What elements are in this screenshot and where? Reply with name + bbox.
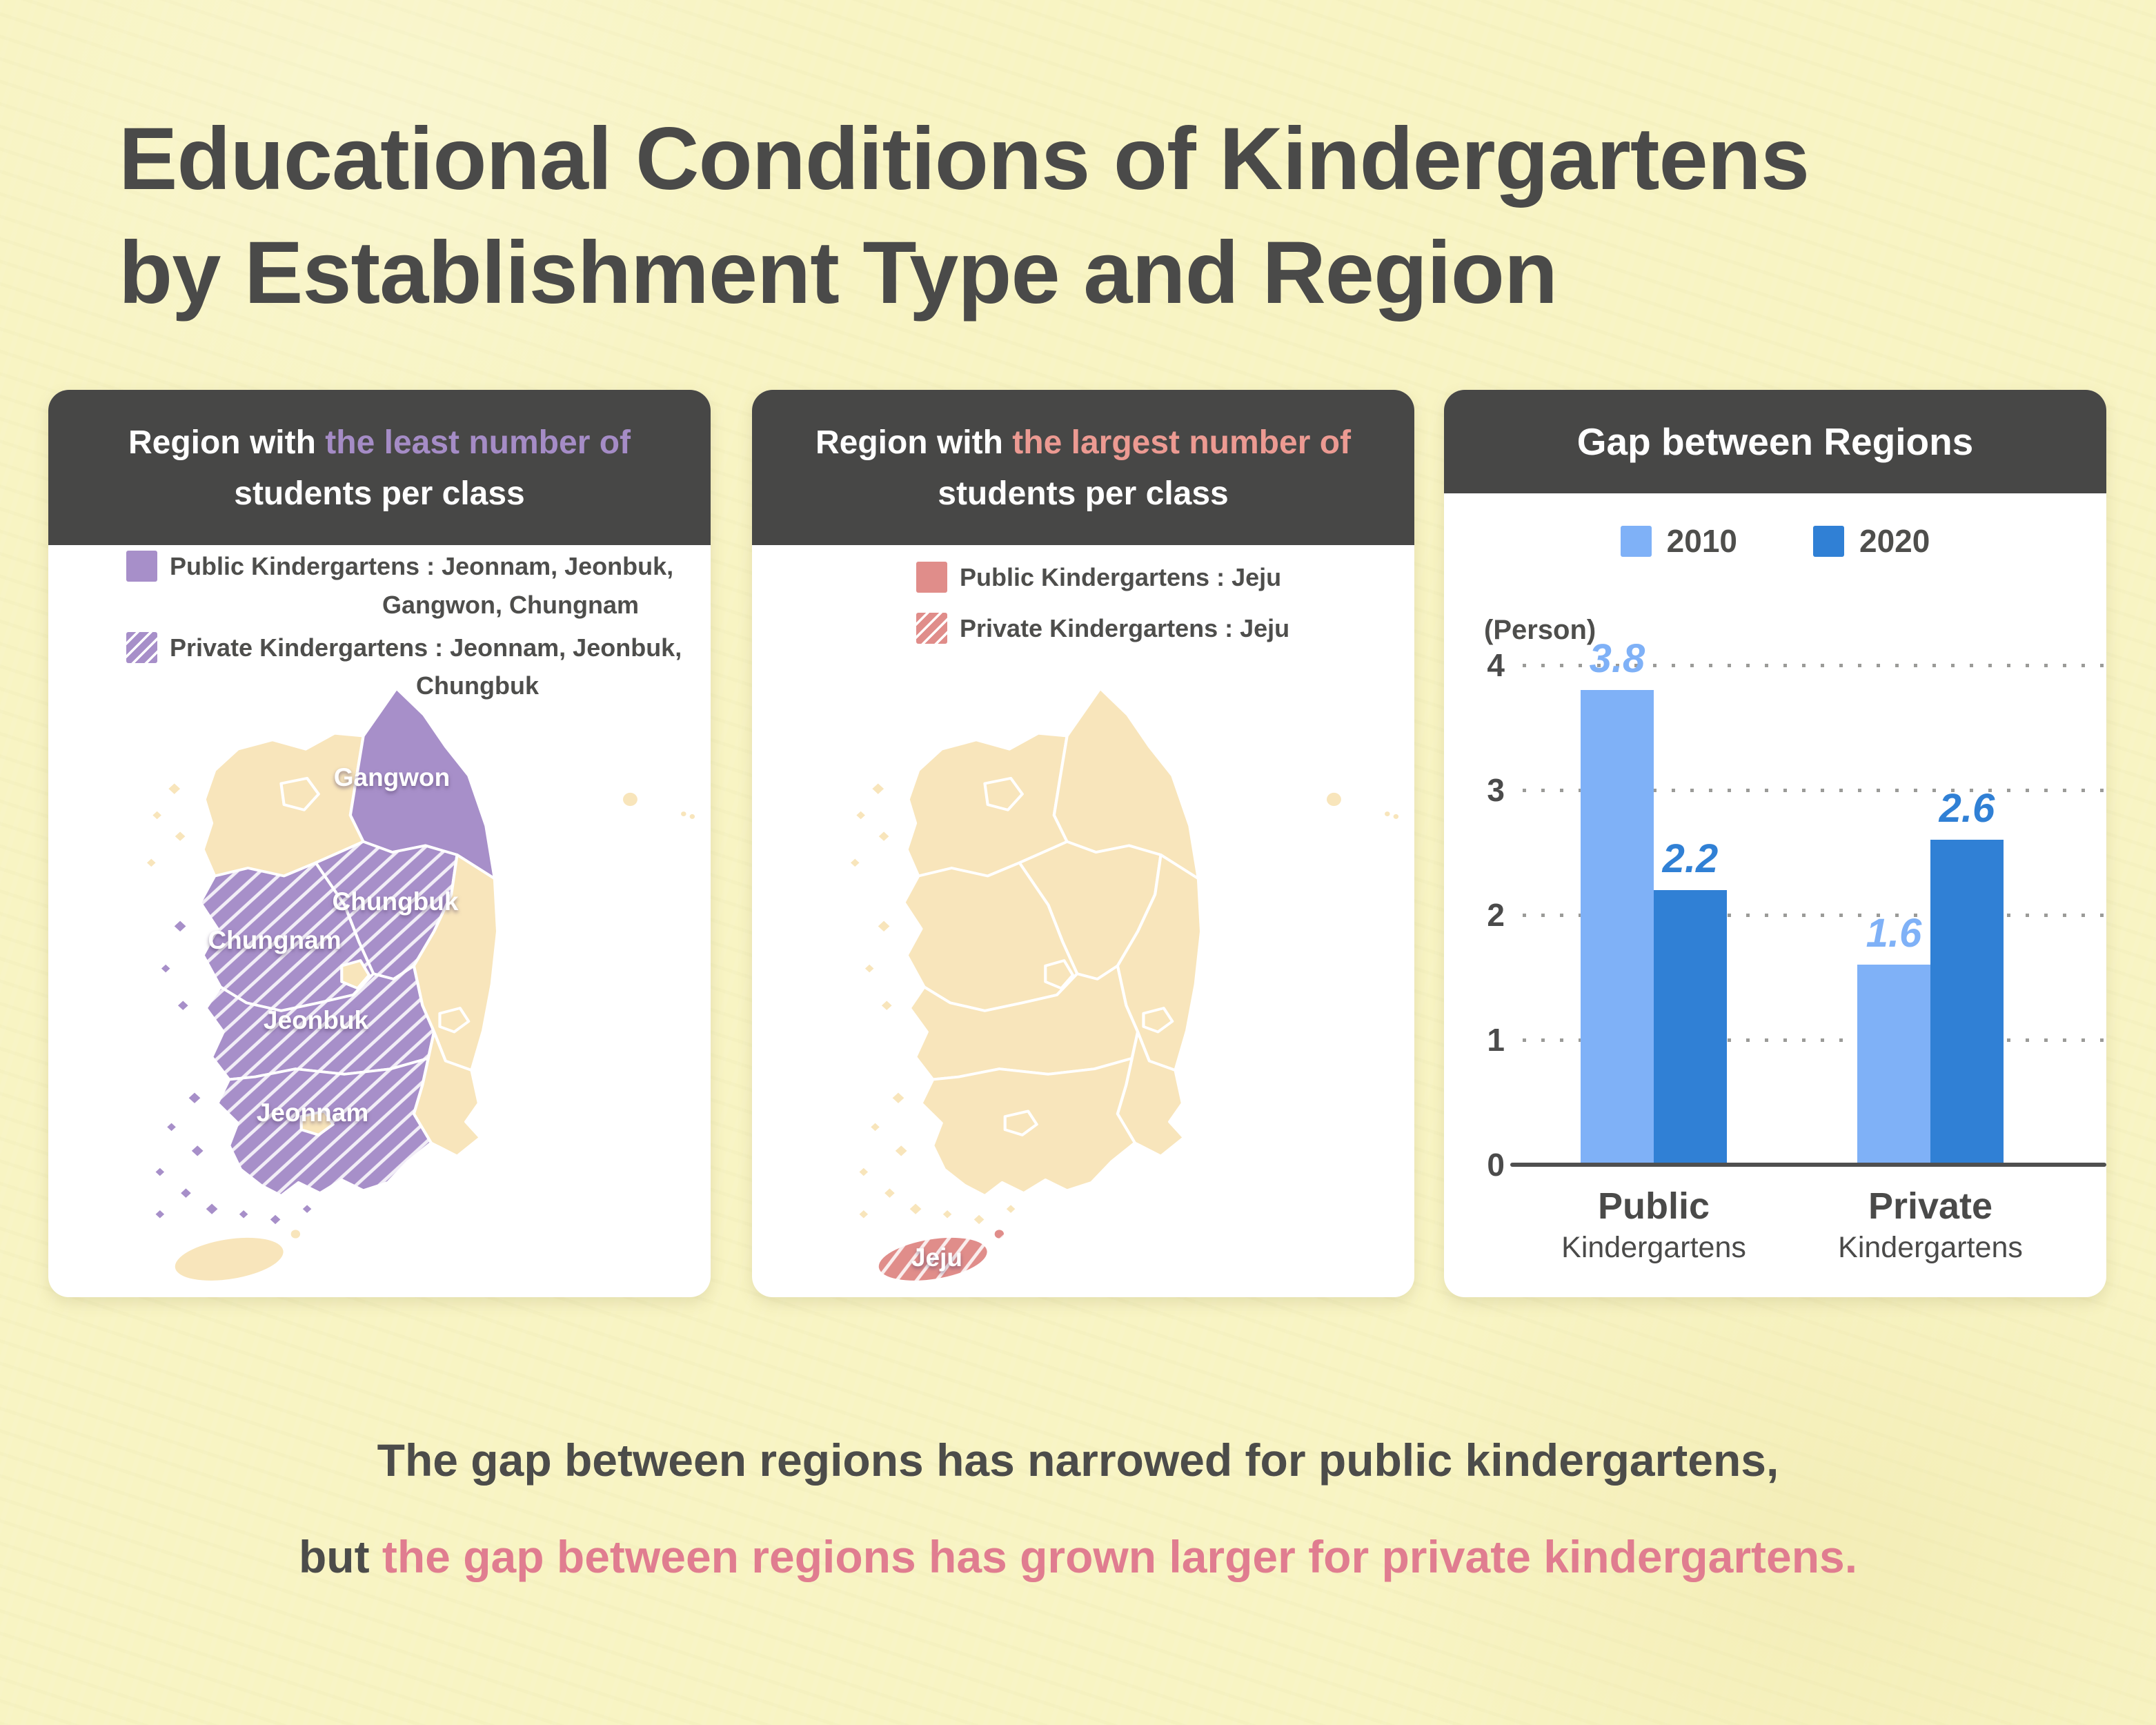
- legend-private-line1: Private Kindergartens : Jeonnam, Jeonbuk…: [170, 633, 682, 662]
- y-tick-1: 1: [1487, 1022, 1505, 1058]
- category-label-public: Public: [1597, 1185, 1710, 1227]
- gridline-4: [1523, 664, 2106, 667]
- chart-legend-label-2010: 2010: [1666, 523, 1737, 559]
- panel1-header: Region with the least number of students…: [48, 390, 711, 545]
- island-dokdo: [1393, 814, 1399, 819]
- bar-value-2010-private: 1.6: [1866, 911, 1922, 956]
- y-axis-unit-label: (Person): [1484, 615, 1596, 645]
- pink-solid-swatch: [916, 562, 947, 593]
- y-tick-4: 4: [1487, 647, 1505, 683]
- chart-legend: 2010 2020: [1444, 522, 2106, 560]
- chart-plot: 3.8 2.2 Public Kindergartens 1.6 2.6 Private Ki…: [1520, 636, 2106, 1264]
- panel3-header: Gap between Regions: [1444, 390, 2106, 493]
- panel2-header-highlight: the largest number of: [1012, 424, 1352, 461]
- caption-line2: but the gap between regions has grown la…: [0, 1530, 2156, 1583]
- region-gwangju: [299, 1110, 335, 1136]
- panel2-header-line2: students per class: [938, 475, 1229, 513]
- region-jeju: [878, 1237, 987, 1281]
- region-daegu: [1142, 1007, 1174, 1034]
- panel-gap-chart: Gap between Regions 2010 2020 (Person) 3…: [1444, 390, 2106, 1297]
- legend-public-line2: Gangwon, Chungnam: [382, 590, 639, 619]
- region-daejeon: [1044, 959, 1075, 990]
- panel-largest-students: Region with the largest number of studen…: [752, 390, 1414, 1297]
- legend-item-public-jeju: Public Kindergartens : Jeju: [752, 558, 1414, 597]
- caption-line1: The gap between regions has narrowed for…: [377, 1435, 1779, 1486]
- island-udo: [994, 1230, 1005, 1239]
- korea-map-least: [68, 667, 702, 1288]
- bar-value-2020-public: 2.2: [1662, 836, 1719, 881]
- islands-west-chungnam: [864, 920, 892, 1010]
- region-seoul: [983, 776, 1024, 811]
- island-udo: [290, 1230, 301, 1239]
- page-title: Educational Conditions of Kindergartens …: [119, 102, 1810, 330]
- region-gwangju: [1003, 1110, 1038, 1136]
- island-ulleungdo: [623, 792, 637, 807]
- panel1-header-highlight: the least number of: [325, 424, 631, 461]
- panel2-legend: Public Kindergartens : Jeju Private Kind…: [752, 558, 1414, 660]
- chart-legend-label-2020: 2020: [1859, 523, 1930, 559]
- map-largest-students: Jeju: [771, 667, 1406, 1288]
- page-title-line1: Educational Conditions of Kindergartens: [119, 110, 1810, 208]
- legend-public-jeju-text: Public Kindergartens : Jeju: [960, 563, 1282, 591]
- y-tick-0: 0: [1487, 1147, 1505, 1183]
- bar-2010-private: [1857, 965, 1930, 1165]
- legend-private-text: Private Kindergartens : Jeonnam, Jeonbuk…: [170, 629, 682, 706]
- island-dokdo: [1385, 811, 1390, 816]
- bar-2010-public: [1581, 690, 1654, 1165]
- panel1-header-line2: students per class: [234, 475, 525, 513]
- panel2-header: Region with the largest number of studen…: [752, 390, 1414, 545]
- islands-west-gyeonggi: [851, 783, 889, 867]
- caption-line2-prefix: but: [298, 1531, 382, 1582]
- islands-west-chungnam: [161, 920, 188, 1010]
- legend-public-text: Public Kindergartens : Jeonnam, Jeonbuk,…: [170, 547, 673, 624]
- island-ulleungdo: [1327, 792, 1341, 807]
- category-sublabel-private: Kindergartens: [1838, 1231, 2023, 1264]
- caption-line2-highlight: the gap between regions has grown larger…: [382, 1531, 1858, 1582]
- bar-value-2010-public: 3.8: [1589, 636, 1645, 682]
- island-dokdo: [689, 814, 695, 819]
- panel2-header-line1: Region with the largest number of: [752, 417, 1414, 469]
- region-daegu: [438, 1007, 471, 1034]
- region-jeju: [175, 1237, 284, 1281]
- legend-private-line2: Chungbuk: [416, 671, 539, 700]
- gridline-2: [1523, 914, 2106, 917]
- korea-map-svg: [851, 687, 1399, 1281]
- region-daejeon: [340, 959, 371, 990]
- bar-2020-private: [1930, 840, 2004, 1165]
- y-tick-2: 2: [1487, 897, 1505, 933]
- korea-map-svg: [147, 687, 695, 1281]
- category-sublabel-public: Kindergartens: [1561, 1231, 1746, 1264]
- purple-solid-swatch: [126, 551, 157, 582]
- legend-private-jeju-text: Private Kindergartens : Jeju: [960, 613, 1290, 642]
- bar-2020-public: [1654, 889, 1727, 1165]
- panel2-header-prefix: Region with: [815, 424, 1013, 461]
- chart-legend-swatch: [1813, 525, 1844, 557]
- x-axis-line: [1510, 1163, 2106, 1167]
- map-least-students: Gangwon Chungbuk Chungnam Jeonbuk Jeonna…: [68, 667, 702, 1288]
- legend-item-private-jeju: Private Kindergartens : Jeju: [752, 609, 1414, 648]
- page-title-line2: by Establishment Type and Region: [119, 224, 1558, 323]
- korea-map-largest: [771, 667, 1406, 1288]
- category-label-private: Private: [1868, 1185, 1993, 1227]
- legend-public-line1: Public Kindergartens : Jeonnam, Jeonbuk,: [170, 552, 674, 580]
- panel1-header-prefix: Region with: [128, 424, 326, 461]
- legend-item-private: Private Kindergartens : Jeonnam, Jeonbuk…: [48, 629, 711, 706]
- panel-least-students: Region with the least number of students…: [48, 390, 711, 1297]
- region-seoul: [279, 776, 320, 811]
- island-dokdo: [681, 811, 686, 816]
- legend-item-public: Public Kindergartens : Jeonnam, Jeonbuk,…: [48, 547, 711, 624]
- purple-hatch-swatch: [126, 631, 157, 663]
- panel1-legend: Public Kindergartens : Jeonnam, Jeonbuk,…: [48, 547, 711, 709]
- pink-hatch-swatch: [916, 612, 947, 644]
- bar-value-2020-private: 2.6: [1939, 786, 1995, 831]
- y-tick-3: 3: [1487, 772, 1505, 808]
- gridline-3: [1523, 789, 2106, 792]
- gridline-1: [1523, 1038, 2106, 1042]
- panel1-header-line1: Region with the least number of: [48, 417, 711, 469]
- chart-legend-swatch: [1620, 525, 1652, 557]
- islands-west-gyeonggi: [147, 783, 186, 867]
